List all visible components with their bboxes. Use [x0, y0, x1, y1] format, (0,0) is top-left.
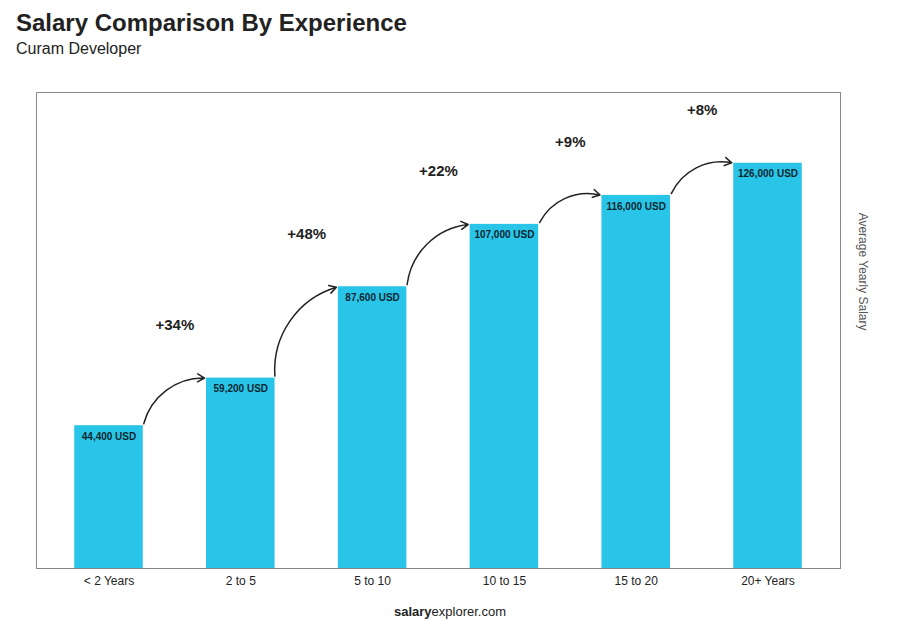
svg-text:107,000 USD: 107,000 USD — [474, 229, 534, 240]
svg-text:+48%: +48% — [287, 225, 326, 242]
svg-text:+8%: +8% — [687, 101, 717, 118]
svg-text:126,000 USD: 126,000 USD — [738, 168, 798, 179]
svg-text:116,000 USD: 116,000 USD — [606, 201, 666, 212]
html-text:Salary Comparison By Experienc: Salary Comparison By Experience — [16, 9, 407, 36]
svg-text:15 to 20: 15 to 20 — [615, 574, 659, 588]
svg-text:2 to 5: 2 to 5 — [226, 574, 256, 588]
svg-text:10 to 15: 10 to 15 — [483, 574, 527, 588]
svg-text:+34%: +34% — [155, 316, 194, 333]
svg-text:5 to 10: 5 to 10 — [354, 574, 391, 588]
svg-text:+9%: +9% — [555, 133, 585, 150]
html-text:Curam Developer: Curam Developer — [16, 40, 142, 57]
svg-text:87,600 USD: 87,600 USD — [345, 292, 399, 303]
svg-text:59,200 USD: 59,200 USD — [214, 383, 268, 394]
svg-text:44,400 USD: 44,400 USD — [82, 431, 136, 442]
html-text:salary explorer.com: salary explorer.com — [394, 604, 506, 619]
svg-text:+22%: +22% — [419, 162, 458, 179]
svg-text:20+ Years: 20+ Years — [741, 574, 795, 588]
svg-text:< 2 Years: < 2 Years — [84, 574, 134, 588]
svg-text:Average Yearly Salary: Average Yearly Salary — [856, 213, 870, 331]
